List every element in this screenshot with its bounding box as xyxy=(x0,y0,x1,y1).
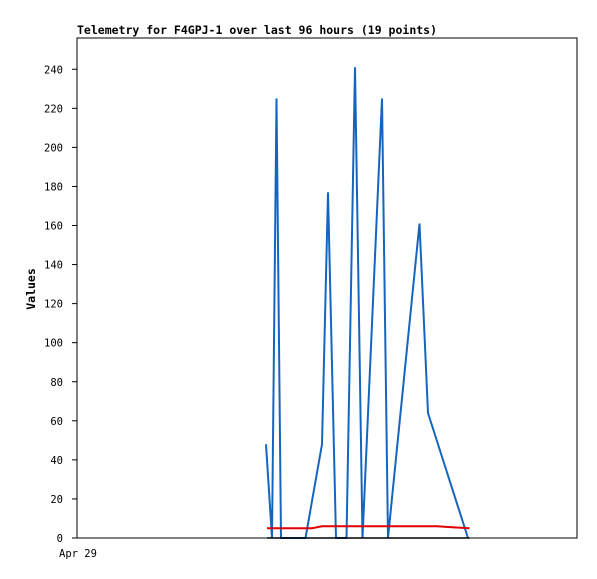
y-tick-label: 0 xyxy=(57,533,63,545)
chart-title: Telemetry for F4GPJ-1 over last 96 hours… xyxy=(77,23,437,37)
series-line-2 xyxy=(267,525,470,530)
y-tick-label: 220 xyxy=(44,103,63,115)
y-tick-label: 180 xyxy=(44,181,63,193)
y-tick-label: 120 xyxy=(44,299,63,311)
x-tick-label: Apr 29 xyxy=(59,548,97,560)
y-tick-label: 100 xyxy=(44,338,63,350)
y-tick-label: 140 xyxy=(44,260,63,272)
y-axis-label: Values xyxy=(24,268,38,310)
y-tick-label: 60 xyxy=(50,416,63,428)
y-tick-label: 40 xyxy=(50,455,63,467)
y-tick-label: 20 xyxy=(50,494,63,506)
series-layer xyxy=(265,67,470,539)
y-tick-label: 240 xyxy=(44,64,63,76)
x-axis-ticks: Apr 29 xyxy=(59,548,97,560)
y-tick-label: 200 xyxy=(44,142,63,154)
y-tick-label: 160 xyxy=(44,221,63,233)
y-axis-ticks: 0 20 40 60 80 100 120 140 160 180 200 220 240 xyxy=(44,64,77,545)
y-tick-label: 80 xyxy=(50,377,63,389)
